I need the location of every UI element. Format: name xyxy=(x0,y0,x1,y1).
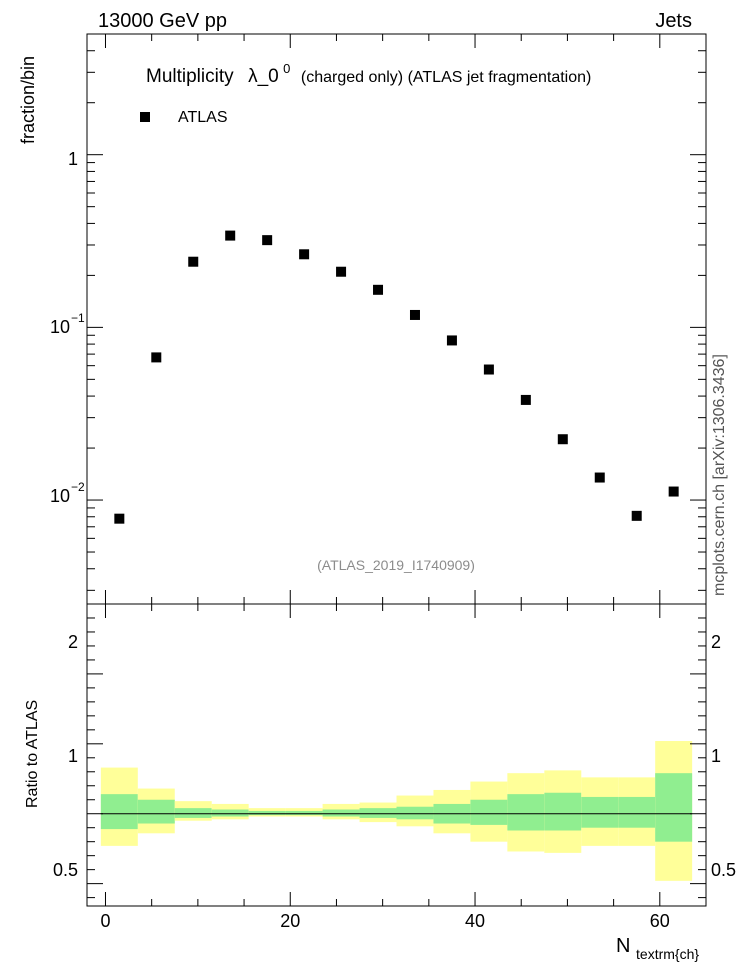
data-point xyxy=(631,510,642,521)
data-point xyxy=(225,230,236,241)
legend-label-atlas: ATLAS xyxy=(178,109,228,126)
main-data-points xyxy=(114,230,679,524)
data-point xyxy=(262,235,273,246)
legend-marker-atlas xyxy=(140,112,150,122)
stat-uncertainty-band xyxy=(248,810,286,816)
ratio-axis-ticks xyxy=(87,604,706,906)
stat-uncertainty-band xyxy=(322,809,360,817)
ratio-bands xyxy=(100,741,693,881)
data-point xyxy=(557,434,568,445)
ratio-y-tick-right-2: 2 xyxy=(711,632,721,652)
energy-label: 13000 GeV pp xyxy=(98,10,227,32)
stat-uncertainty-band xyxy=(655,773,693,842)
stat-uncertainty-band xyxy=(470,799,508,825)
data-point xyxy=(188,256,199,267)
data-point xyxy=(594,472,605,483)
side-source-label: mcplots.cern.ch [arXiv:1306.3436] xyxy=(711,354,728,596)
ratio-y-axis-label: Ratio to ATLAS xyxy=(24,700,41,808)
y-tick-label-0.01: 10 xyxy=(50,486,70,506)
process-label: Jets xyxy=(655,10,692,32)
stat-uncertainty-band xyxy=(211,809,249,817)
main-axis-ticks xyxy=(87,33,706,604)
title-lambda: λ_0 xyxy=(248,66,279,87)
data-point xyxy=(299,249,310,260)
y-tick-exp-0.1: −1 xyxy=(71,311,85,325)
title-rest: (charged only) (ATLAS jet fragmentation) xyxy=(301,69,592,86)
data-point xyxy=(668,486,679,497)
x-tick-labels: 0 20 40 60 xyxy=(100,911,669,931)
y-tick-base-0.1: 10 xyxy=(50,317,70,337)
plot-title: Multiplicity λ_0 0 (charged only) (ATLAS… xyxy=(146,60,591,87)
x-axis-label-sub: textrm{ch} xyxy=(636,946,699,962)
ratio-plot-frame xyxy=(86,603,707,907)
y-tick-base-0.01: 10 xyxy=(50,486,70,506)
analysis-watermark: (ATLAS_2019_I1740909) xyxy=(317,557,475,573)
x-tick-label: 40 xyxy=(465,911,485,931)
ratio-y-tick-left-1: 1 xyxy=(68,746,78,766)
y-axis-label: fraction/bin xyxy=(18,56,38,144)
stat-uncertainty-band xyxy=(285,810,323,816)
stat-uncertainty-band xyxy=(581,796,619,828)
data-point xyxy=(336,266,347,277)
title-main: Multiplicity xyxy=(146,66,234,87)
y-tick-label-1: 1 xyxy=(68,149,78,169)
data-point xyxy=(446,335,457,346)
stat-uncertainty-band xyxy=(507,794,545,831)
stat-uncertainty-band xyxy=(359,808,397,818)
ratio-y-tick-right-1: 1 xyxy=(711,746,721,766)
data-point xyxy=(409,309,420,320)
y-tick-exp-0.01: −2 xyxy=(71,480,85,494)
x-tick-label: 0 xyxy=(100,911,110,931)
stat-uncertainty-band xyxy=(174,808,212,818)
y-tick-label-0.1: 10 xyxy=(50,317,70,337)
ratio-y-tick-left-2: 2 xyxy=(68,632,78,652)
data-point xyxy=(151,352,162,363)
data-point xyxy=(114,513,125,524)
data-point xyxy=(373,284,384,295)
stat-uncertainty-band xyxy=(100,794,138,830)
stat-uncertainty-band xyxy=(396,806,434,820)
ratio-y-tick-left-0.5: 0.5 xyxy=(53,860,78,880)
title-superscript: 0 xyxy=(283,61,290,76)
ratio-y-tick-right-0.5: 0.5 xyxy=(711,860,736,880)
stat-uncertainty-band xyxy=(137,799,175,824)
stat-uncertainty-band xyxy=(544,792,582,831)
x-axis-label: N textrm{ch} xyxy=(616,935,699,962)
x-axis-label-main: N xyxy=(616,935,630,957)
data-point xyxy=(520,394,531,405)
x-tick-label: 60 xyxy=(650,911,670,931)
data-point xyxy=(483,364,494,375)
x-tick-label: 20 xyxy=(280,911,300,931)
stat-uncertainty-band xyxy=(618,796,656,828)
